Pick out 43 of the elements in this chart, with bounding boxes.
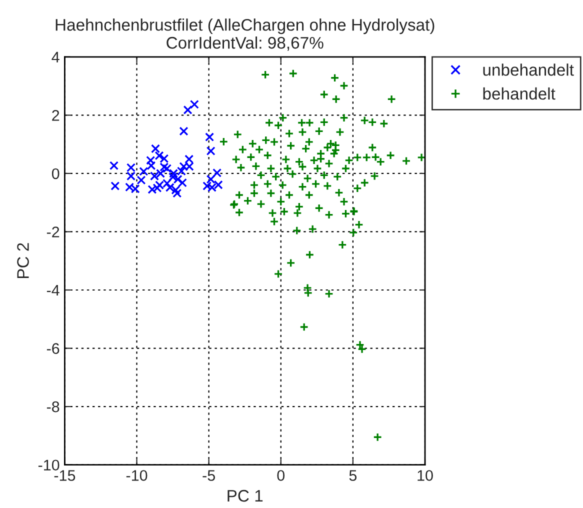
point — [146, 161, 156, 170]
point — [110, 181, 120, 190]
x-tick-label: 5 — [349, 470, 357, 481]
point — [206, 174, 216, 184]
y-tick-label: -10 — [38, 460, 60, 471]
y-axis-title: PC 2 — [17, 243, 29, 278]
point — [190, 100, 199, 109]
point — [162, 164, 172, 173]
x-tick-label: 0 — [277, 470, 285, 481]
point — [160, 154, 169, 164]
point — [206, 146, 216, 156]
chart-subtitle: CorrIdentVal: 98,67% — [166, 36, 324, 51]
point — [146, 156, 156, 165]
chart-title: Haehnchenbrustfilet (AlleChargen ohne Hydrolysat) — [56, 18, 434, 34]
point — [160, 162, 169, 172]
point — [212, 168, 222, 178]
y-tick-label: -6 — [46, 343, 60, 354]
legend-label: unbehandelt — [483, 64, 574, 76]
x-axis-title: PC 1 — [228, 490, 263, 502]
x-tick-label: -15 — [54, 470, 76, 481]
point — [179, 126, 188, 136]
x-tick-label: 10 — [418, 470, 433, 481]
y-tick-label: -8 — [46, 401, 60, 412]
point — [139, 166, 148, 176]
point — [126, 163, 136, 172]
point — [150, 144, 160, 154]
y-tick-label: -4 — [46, 285, 60, 296]
point — [136, 176, 146, 185]
point — [126, 172, 136, 181]
point — [109, 161, 119, 170]
point — [205, 132, 214, 142]
x-tick-label: -10 — [126, 470, 148, 481]
point — [184, 154, 194, 164]
y-tick-label: 4 — [52, 52, 60, 62]
point — [178, 178, 187, 188]
y-tick-label: 2 — [52, 110, 60, 121]
x-tick-label: -5 — [202, 470, 215, 481]
point — [172, 188, 182, 198]
y-tick-label: 0 — [52, 168, 60, 180]
point — [183, 105, 192, 114]
point — [154, 151, 164, 160]
legend-label: behandelt — [483, 87, 556, 100]
y-tick-label: -2 — [46, 226, 60, 238]
